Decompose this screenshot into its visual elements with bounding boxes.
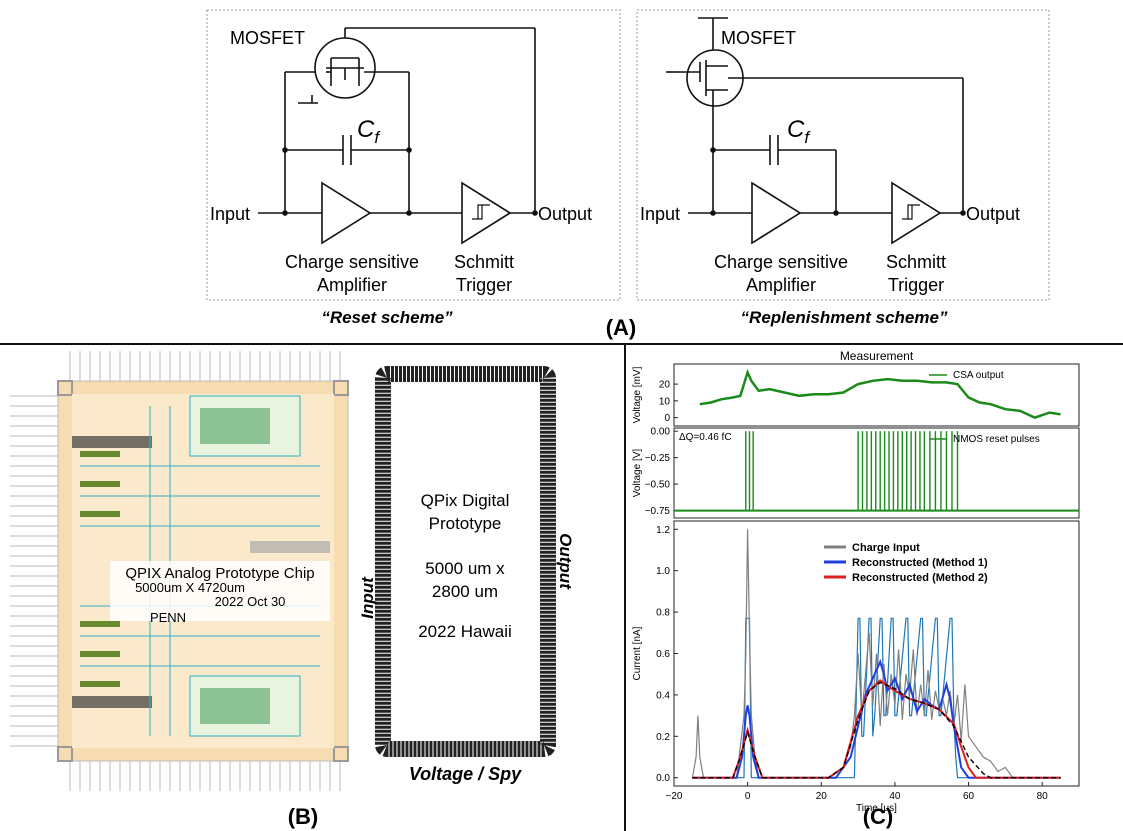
left-output-label: Output	[538, 204, 592, 224]
chip-title-line4: PENN	[150, 610, 186, 625]
left-st-label-1: Schmitt	[454, 252, 514, 272]
right-st-label-2: Trigger	[888, 275, 944, 295]
panel-a-label: (A)	[606, 315, 637, 340]
right-st-label-1: Schmitt	[886, 252, 946, 272]
x-tick-label: −20	[666, 791, 683, 802]
delta-q-annotation: ΔQ=0.46 fC	[679, 432, 732, 443]
panel-a-diagram: MOSFET Cf Input Output Charge sensitive …	[0, 9, 1123, 345]
y-tick-label: −0.50	[645, 480, 671, 491]
series-line-1	[692, 658, 1061, 779]
replenishment-scheme-circuit	[666, 17, 966, 245]
digital-prototype-box: QPix Digital Prototype 5000 um x 2800 um…	[375, 366, 556, 757]
reset-scheme-circuit	[258, 27, 538, 245]
left-st-label-2: Trigger	[456, 275, 512, 295]
analog-chip-layout: QPIX Analog Prototype Chip 5000um X 4720…	[10, 351, 349, 791]
right-csa-label-2: Amplifier	[746, 275, 816, 295]
x-tick-label: 40	[889, 791, 901, 802]
x-tick-label: 0	[745, 791, 751, 802]
x-tick-label: 20	[816, 791, 828, 802]
input-side-label: Input	[358, 576, 377, 619]
reset-scheme-caption: “Reset scheme”	[321, 308, 453, 327]
dashed-reference-line	[692, 681, 1061, 779]
chip-title-line2: 5000um X 4720um	[135, 580, 245, 595]
series-line-0	[699, 368, 1061, 419]
legend-label: CSA output	[953, 370, 1004, 381]
y-tick-label: −0.75	[645, 506, 671, 517]
right-csa-label-1: Charge sensitive	[714, 252, 848, 272]
plot-frame-0	[673, 363, 1080, 427]
y-tick-label: 1.2	[656, 525, 670, 536]
digital-line4: 2800 um	[432, 582, 498, 601]
y-tick-label: 1.0	[656, 566, 670, 577]
legend-label: NMOS reset pulses	[953, 434, 1040, 445]
panel-b-label: (B)	[288, 804, 319, 829]
left-csa-label-2: Amplifier	[317, 275, 387, 295]
y-tick-label: 0	[664, 413, 670, 424]
plot-area-2	[691, 529, 1061, 779]
reset-scheme-frame	[206, 9, 621, 301]
y-tick-label: 10	[659, 396, 671, 407]
voltage-spy-label: Voltage / Spy	[409, 764, 522, 784]
y-tick-label: 0.4	[656, 690, 670, 701]
right-mosfet-label: MOSFET	[721, 28, 796, 48]
digital-line1: QPix Digital	[421, 491, 510, 510]
reference-series-line	[692, 617, 1061, 779]
y-tick-label: 0.00	[651, 427, 671, 438]
y-tick-label: 0.6	[656, 649, 670, 660]
chart-title: Measurement	[840, 349, 914, 363]
y-tick-label: 20	[659, 380, 671, 391]
vertical-separator	[624, 345, 626, 831]
y-axis-label: Current [nA]	[632, 626, 643, 680]
x-axis-label: Time [μs]	[856, 803, 897, 814]
left-cf-label: Cf	[357, 116, 381, 147]
y-tick-label: −0.25	[645, 453, 671, 464]
replenishment-scheme-caption: “Replenishment scheme”	[741, 308, 948, 327]
left-mosfet-label: MOSFET	[230, 28, 305, 48]
left-input-label: Input	[210, 204, 250, 224]
right-output-label: Output	[966, 204, 1020, 224]
y-tick-label: 0.2	[656, 732, 670, 743]
y-tick-label: 0.8	[656, 608, 670, 619]
output-side-label: Output	[556, 533, 575, 590]
panel-c-chart: (C) Measurement 0 10 20 Voltage [mV] CSA outp…	[632, 349, 1080, 829]
left-csa-label-1: Charge sensitive	[285, 252, 419, 272]
right-input-label: Input	[640, 204, 680, 224]
right-cf-label: Cf	[787, 116, 811, 147]
plot-area-1	[674, 431, 1079, 512]
plot-area-0	[699, 368, 1061, 419]
panel-c-label: (C)	[863, 804, 894, 829]
digital-line3: 5000 um x	[425, 559, 505, 578]
replenishment-scheme-frame	[636, 9, 1050, 301]
legend-label: Reconstructed (Method 2)	[852, 572, 988, 584]
legend-label: Reconstructed (Method 1)	[852, 557, 988, 569]
y-axis-label: Voltage [V]	[632, 449, 643, 498]
x-tick-label: 80	[1037, 791, 1049, 802]
digital-line2: Prototype	[429, 514, 502, 533]
y-axis-label: Voltage [mV]	[632, 366, 643, 423]
plot-frame-1	[673, 427, 1080, 519]
series-line-2	[692, 679, 1061, 779]
panel-b-figure: QPIX Analog Prototype Chip 5000um X 4720…	[10, 351, 575, 829]
chip-title-line3: 2022 Oct 30	[215, 594, 286, 609]
chip-title-line1: QPIX Analog Prototype Chip	[125, 565, 314, 582]
y-tick-label: 0.0	[656, 773, 670, 784]
legend-label: Charge Input	[852, 542, 920, 554]
x-tick-label: 60	[963, 791, 975, 802]
digital-line5: 2022 Hawaii	[418, 622, 512, 641]
